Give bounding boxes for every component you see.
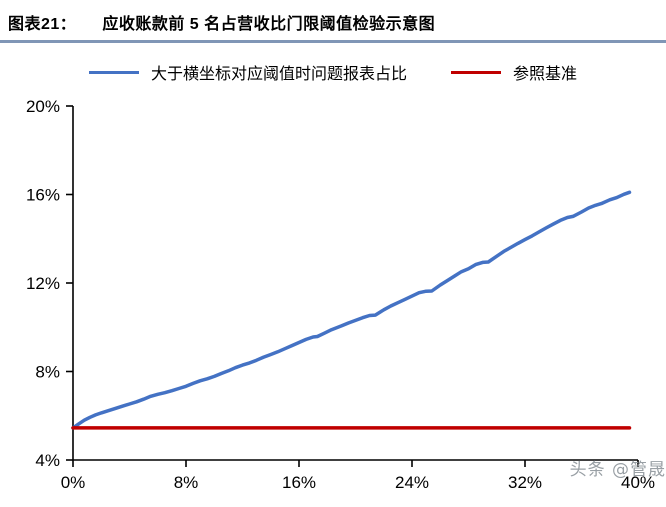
- axes-lines: [72, 106, 638, 461]
- blue-line-swatch-icon: [88, 70, 139, 74]
- x-axis-tick-label: 32%: [508, 473, 542, 492]
- legend-label-problem-ratio: 大于横坐标对应阈值时问题报表占比: [150, 64, 407, 83]
- legend: 大于横坐标对应阈值时问题报表占比 参照基准: [0, 59, 666, 85]
- legend-label-benchmark: 参照基准: [513, 64, 578, 83]
- y-axis-tick-label: 20%: [26, 97, 60, 116]
- x-axis-tick-label: 16%: [282, 473, 316, 492]
- red-line-swatch-icon: [451, 70, 501, 74]
- chart-area: 0% 8% 16% 24% 32% 40% 4% 8% 12% 16% 20% 头条 @管晟: [0, 95, 666, 502]
- y-axis-tick-label: 12%: [26, 274, 60, 293]
- y-axis-tick-label: 16%: [26, 186, 60, 205]
- figure-label: 图表21：: [8, 16, 77, 33]
- x-axis-tick-label: 24%: [395, 473, 429, 492]
- legend-item-benchmark: 参照基准: [451, 60, 577, 84]
- y-axis-tick-label: 4%: [35, 451, 60, 470]
- title-row: 图表21： 应收账款前 5 名占营收比门限阈值检验示意图: [0, 10, 666, 40]
- line-chart: 0% 8% 16% 24% 32% 40% 4% 8% 12% 16% 20%: [26, 97, 655, 492]
- x-axis-tick-label: 0%: [61, 473, 86, 492]
- series-line-problem-ratio: [71, 190, 632, 430]
- x-axis-tick-label: 8%: [174, 473, 199, 492]
- watermark: 头条 @管晟: [569, 460, 666, 480]
- x-axis-tick-label: 40%: [621, 473, 655, 492]
- legend-item-problem-ratio: 大于横坐标对应阈值时问题报表占比: [88, 60, 407, 84]
- title-underline: [0, 40, 666, 43]
- header: 图表21： 应收账款前 5 名占营收比门限阈值检验示意图: [0, 0, 666, 43]
- page-title: 应收账款前 5 名占营收比门限阈值检验示意图: [102, 16, 436, 33]
- y-axis-tick-label: 8%: [35, 363, 60, 382]
